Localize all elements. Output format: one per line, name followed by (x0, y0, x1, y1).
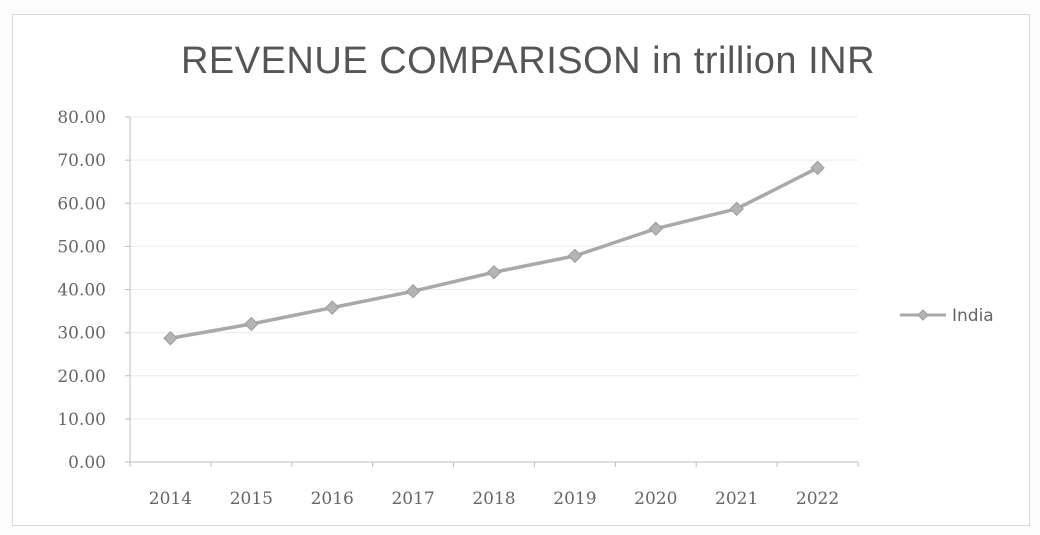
data-point (729, 201, 744, 217)
axes (125, 116, 859, 467)
data-point (567, 248, 583, 264)
y-tick-label: 10.00 (57, 410, 106, 430)
data-point (486, 265, 502, 280)
legend-marker (917, 309, 929, 321)
data-point (244, 316, 259, 332)
x-tick-label: 2020 (634, 489, 677, 509)
data-point (810, 160, 825, 176)
y-tick-label: 70.00 (57, 151, 106, 171)
x-tick-labels: 2014 2015 2016 2017 2018 2019 2020 2021 2022 (149, 489, 839, 509)
y-tick-label: 30.00 (57, 324, 106, 344)
y-tick-label: 60.00 (57, 194, 106, 214)
x-tick-label: 2014 (149, 489, 192, 509)
series-lines (163, 160, 825, 346)
data-point (325, 300, 340, 315)
y-tick-labels: 0.00 10.00 20.00 30.00 40.00 50.00 60.00 70.00 8… (57, 108, 106, 473)
legend-label: India (952, 306, 994, 326)
chart-frame (12, 14, 1030, 526)
x-tick-label: 2022 (796, 489, 839, 509)
data-point (163, 331, 178, 346)
chart-title: REVENUE COMPARISON in trillion INR (180, 40, 876, 82)
y-tick-label: 80.00 (57, 108, 106, 128)
y-tick-label: 40.00 (57, 281, 106, 301)
series-line-india (170, 166, 819, 340)
x-tick-label: 2018 (472, 489, 515, 509)
x-tick-label: 2021 (715, 489, 758, 509)
x-tick-label: 2017 (391, 489, 434, 509)
y-tick-label: 20.00 (57, 367, 106, 387)
x-tick-label: 2015 (230, 489, 273, 509)
x-tick-label: 2019 (553, 489, 596, 509)
data-point (405, 284, 421, 299)
y-tick-label: 0.00 (68, 453, 106, 473)
legend: India (900, 306, 994, 326)
x-tick-label: 2016 (311, 489, 354, 509)
y-tick-label: 50.00 (57, 237, 106, 257)
data-point (648, 221, 663, 236)
